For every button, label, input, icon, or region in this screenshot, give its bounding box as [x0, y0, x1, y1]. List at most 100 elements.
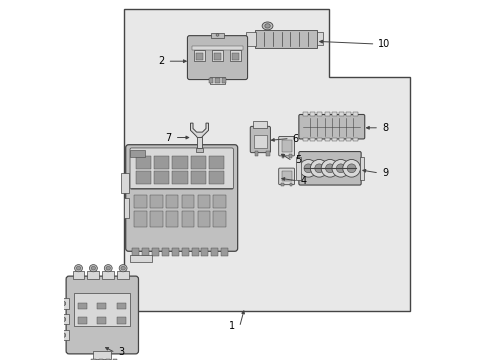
Bar [211, 248, 218, 256]
Bar [231, 53, 239, 60]
Ellipse shape [321, 159, 338, 177]
Ellipse shape [106, 266, 110, 270]
Bar [213, 211, 226, 227]
Bar [171, 248, 178, 256]
Bar [193, 50, 205, 61]
Bar [359, 157, 363, 180]
Bar [154, 171, 169, 184]
Bar [289, 183, 292, 186]
Bar [209, 156, 224, 168]
Bar [209, 77, 225, 84]
Bar [196, 148, 203, 152]
Bar [130, 255, 152, 262]
Bar [317, 112, 322, 116]
Bar [222, 78, 225, 83]
Bar [281, 154, 284, 158]
Ellipse shape [336, 164, 345, 173]
Text: 10: 10 [378, 39, 390, 49]
FancyBboxPatch shape [278, 168, 294, 185]
Ellipse shape [61, 317, 65, 321]
Bar [60, 314, 69, 324]
Polygon shape [123, 9, 409, 311]
Ellipse shape [325, 164, 334, 173]
Bar [254, 151, 258, 156]
Bar [132, 248, 139, 256]
FancyBboxPatch shape [130, 148, 233, 189]
Bar [338, 138, 343, 141]
Bar [221, 248, 228, 256]
Ellipse shape [331, 159, 349, 177]
Bar [229, 50, 241, 61]
Bar [106, 359, 110, 360]
Ellipse shape [314, 164, 323, 173]
Ellipse shape [304, 164, 312, 173]
Bar [87, 271, 99, 279]
Bar [197, 137, 201, 148]
Bar [255, 30, 316, 48]
Bar [117, 271, 129, 279]
Bar [331, 112, 336, 116]
Bar [136, 156, 150, 168]
Bar [60, 298, 69, 309]
Ellipse shape [89, 265, 97, 272]
Bar [152, 248, 159, 256]
Bar [324, 112, 329, 116]
Bar [211, 33, 224, 38]
Bar [78, 317, 87, 324]
Bar [213, 194, 226, 208]
Ellipse shape [61, 301, 65, 306]
Bar [295, 157, 300, 180]
Bar [99, 359, 103, 360]
Bar [209, 171, 224, 184]
Bar [117, 317, 125, 324]
Bar [150, 211, 163, 227]
Bar [338, 112, 343, 116]
Text: 3: 3 [118, 347, 124, 357]
Bar [117, 303, 125, 309]
Bar [324, 138, 329, 141]
Bar [136, 171, 150, 184]
Bar [303, 112, 307, 116]
Bar [201, 248, 208, 256]
Ellipse shape [216, 34, 219, 36]
Bar [134, 211, 146, 227]
Bar [74, 293, 130, 326]
Bar [142, 248, 149, 256]
Bar [72, 271, 84, 279]
Bar [165, 211, 178, 227]
Bar [182, 248, 188, 256]
Bar [190, 171, 205, 184]
Text: 5: 5 [295, 155, 301, 165]
Text: 4: 4 [301, 176, 306, 186]
FancyBboxPatch shape [278, 136, 294, 156]
Text: 9: 9 [381, 168, 387, 178]
Bar [281, 171, 291, 181]
Bar [246, 32, 255, 46]
Ellipse shape [264, 24, 270, 28]
FancyBboxPatch shape [125, 145, 237, 251]
Ellipse shape [310, 159, 327, 177]
Bar [215, 78, 219, 83]
Bar [346, 138, 350, 141]
Bar [130, 150, 144, 157]
Bar [316, 32, 322, 45]
Bar [97, 303, 106, 309]
Bar [317, 138, 322, 141]
Bar [123, 198, 129, 218]
Ellipse shape [61, 333, 65, 337]
Bar [211, 50, 223, 61]
Ellipse shape [91, 266, 95, 270]
Bar [346, 112, 350, 116]
Ellipse shape [342, 159, 360, 177]
Bar [172, 171, 187, 184]
Bar [352, 112, 358, 116]
Text: 1: 1 [229, 321, 235, 331]
Bar [331, 138, 336, 141]
Bar [150, 194, 163, 208]
Bar [134, 194, 146, 208]
Bar [265, 151, 269, 156]
Ellipse shape [121, 266, 125, 270]
Ellipse shape [75, 265, 82, 272]
Bar [213, 53, 221, 60]
FancyBboxPatch shape [250, 126, 270, 153]
